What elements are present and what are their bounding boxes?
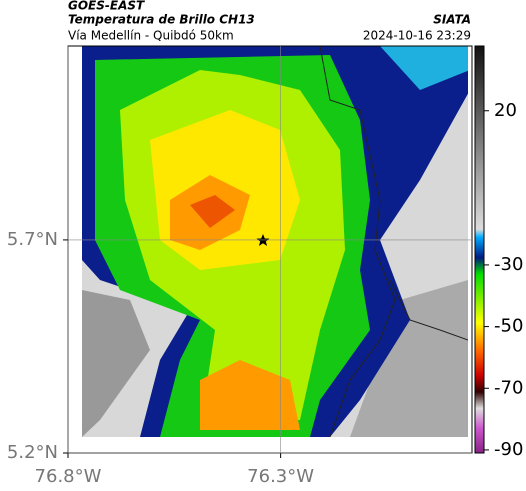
source: SIATA bbox=[433, 13, 471, 27]
title: GOES-EAST bbox=[68, 0, 145, 13]
y-tick-label: 5.2°N bbox=[7, 442, 58, 463]
x-tick-label: 76.8°W bbox=[35, 466, 102, 487]
subtitle: Temperatura de Brillo CH13 bbox=[68, 13, 255, 27]
colorbar bbox=[474, 45, 485, 454]
satellite-image bbox=[82, 46, 468, 437]
colorbar-label: -30 bbox=[494, 254, 523, 275]
route: Vía Medellín - Quibdó 50km bbox=[68, 29, 234, 43]
colorbar-label: 20 bbox=[494, 100, 517, 121]
colorbar-label: -50 bbox=[494, 316, 523, 337]
x-tick-label: 76.3°W bbox=[247, 466, 314, 487]
datetime: 2024-10-16 23:29 bbox=[363, 29, 471, 43]
axes: 76.8°W 76.3°W 5.7°N 5.2°N 20 -30 -50 -70 -90 bbox=[7, 46, 523, 487]
y-tick-label: 5.7°N bbox=[7, 229, 58, 250]
colorbar-label: -90 bbox=[494, 439, 523, 460]
colorbar-label: -70 bbox=[494, 377, 523, 398]
